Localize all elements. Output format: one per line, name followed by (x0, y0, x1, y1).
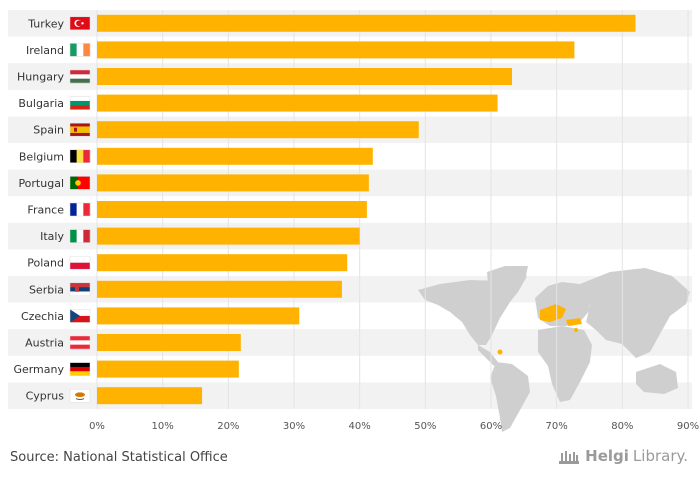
x-tick-label: 40% (349, 421, 371, 432)
x-tick-label: 90% (677, 421, 699, 432)
x-tick-label: 10% (152, 421, 174, 432)
category-label-portugal: Portugal (18, 177, 64, 190)
x-tick-label: 50% (414, 421, 436, 432)
flag-germany-icon (69, 362, 91, 376)
category-label-italy: Italy (40, 230, 64, 243)
bar-france (97, 201, 367, 218)
flag-poland-icon (69, 255, 91, 270)
bar-hungary (97, 68, 513, 85)
world-map-greenland (487, 266, 528, 292)
category-label-france: France (27, 204, 64, 217)
bars (97, 14, 636, 405)
flag-france-icon (69, 202, 91, 217)
world-map-highlight-caribbean (497, 349, 503, 355)
bar-cyprus (97, 387, 203, 405)
source-note: Source: National Statistical Office (10, 450, 228, 465)
flag-portugal-icon (69, 176, 91, 190)
x-tick-label: 0% (89, 421, 105, 432)
category-label-austria: Austria (25, 337, 64, 350)
flag-austria-icon (69, 335, 91, 350)
flag-italy-icon (69, 229, 91, 243)
helgi-library-logo: Helgi Library. (557, 447, 688, 465)
flag-ireland-icon (69, 43, 91, 57)
bar-serbia (97, 280, 342, 298)
world-map-highlight-turkey (566, 318, 582, 326)
world-map-south-america (490, 362, 530, 432)
category-label-poland: Poland (27, 257, 64, 270)
x-axis-ticks: 0% 10% 20% 30% 40% 50% 60% 70% 80% 90% (89, 421, 699, 432)
bar-germany (97, 360, 239, 378)
world-map-asia (580, 268, 690, 358)
category-label-germany: Germany (13, 363, 64, 376)
world-map-highlight-cyprus (574, 328, 578, 332)
flag-spain-icon (69, 122, 91, 137)
flag-serbia-icon (69, 282, 91, 297)
bar-portugal (97, 174, 369, 192)
category-label-hungary: Hungary (17, 71, 64, 84)
bar-chart: Turkey Ireland Hungary Bulgaria Spain Belgium… (8, 10, 699, 432)
x-tick-label: 30% (283, 421, 305, 432)
x-tick-label: 70% (546, 421, 568, 432)
bar-poland (97, 254, 348, 272)
flag-hungary-icon (69, 69, 91, 84)
category-label-spain: Spain (33, 124, 64, 137)
category-label-czechia: Czechia (21, 310, 64, 323)
bar-belgium (97, 147, 373, 165)
category-labels: Turkey Ireland Hungary Bulgaria Spain Belgium… (13, 17, 64, 402)
category-label-cyprus: Cyprus (26, 390, 65, 403)
flag-cyprus-icon (69, 388, 91, 403)
world-map-australia (636, 364, 678, 394)
category-label-belgium: Belgium (19, 150, 64, 163)
world-map-graphic (418, 266, 690, 432)
bar-ireland (97, 41, 575, 59)
library-building-icon (559, 451, 580, 464)
world-map-africa (538, 326, 592, 402)
world-map-central-america (478, 345, 498, 366)
category-label-bulgaria: Bulgaria (18, 97, 64, 110)
brand-name-part1: Helgi (585, 447, 629, 465)
category-label-ireland: Ireland (26, 44, 64, 57)
x-tick-label: 60% (480, 421, 502, 432)
bar-austria (97, 334, 241, 351)
flags (69, 16, 91, 403)
flag-belgium-icon (69, 149, 91, 164)
bar-czechia (97, 307, 300, 325)
flag-bulgaria-icon (69, 96, 91, 110)
bar-turkey (97, 14, 636, 32)
bar-italy (97, 227, 360, 245)
category-label-turkey: Turkey (27, 17, 64, 30)
bar-bulgaria (97, 94, 498, 112)
x-tick-label: 20% (217, 421, 239, 432)
category-label-serbia: Serbia (29, 283, 64, 296)
world-map-highlight-europe (540, 304, 566, 322)
flag-czechia-icon (69, 309, 91, 323)
x-tick-label: 80% (611, 421, 633, 432)
bar-spain (97, 121, 419, 139)
brand-name-part2: Library. (632, 447, 688, 465)
flag-turkey-icon (69, 16, 91, 31)
